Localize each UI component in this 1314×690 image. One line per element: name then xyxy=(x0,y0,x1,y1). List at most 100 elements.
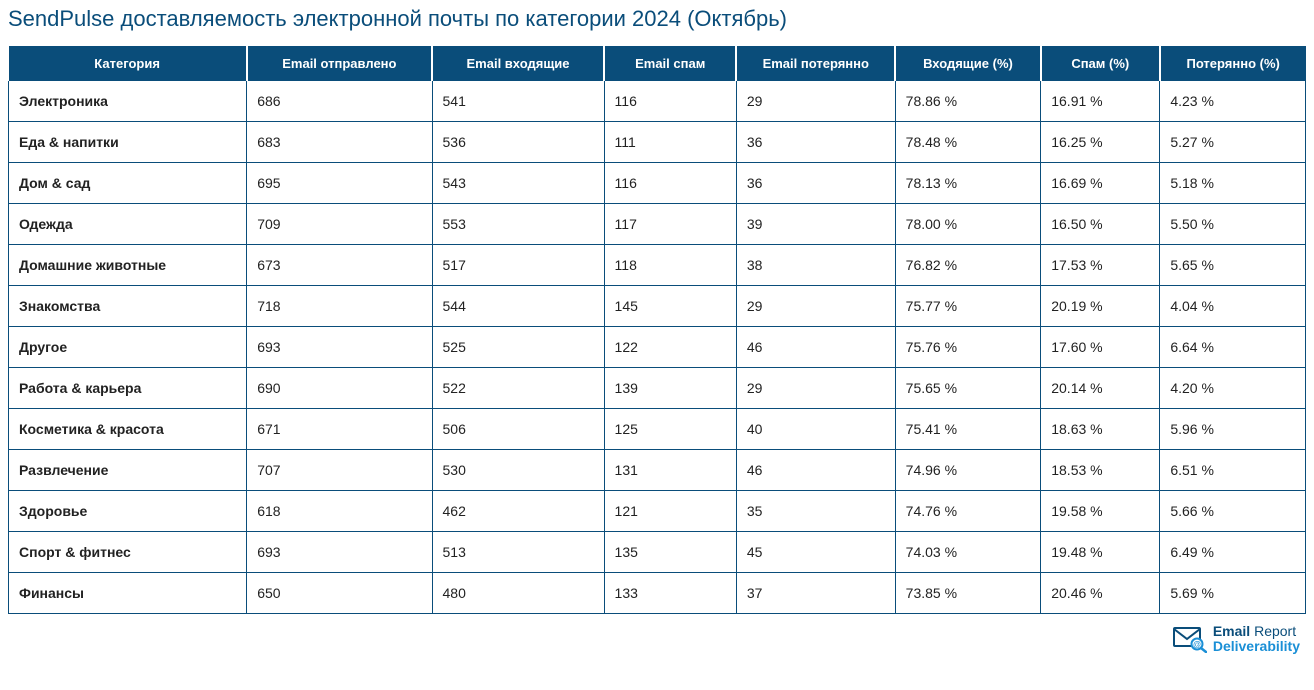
value-cell: 525 xyxy=(432,327,604,368)
logo-line1-bold: Email xyxy=(1213,623,1250,639)
value-cell: 544 xyxy=(432,286,604,327)
value-cell: 75.77 % xyxy=(895,286,1041,327)
value-cell: 73.85 % xyxy=(895,573,1041,614)
value-cell: 74.96 % xyxy=(895,450,1041,491)
table-row: Другое6935251224675.76 %17.60 %6.64 % xyxy=(9,327,1306,368)
value-cell: 116 xyxy=(604,81,736,122)
column-header: Email потерянно xyxy=(736,46,895,81)
column-header: Email отправлено xyxy=(247,46,432,81)
category-cell: Финансы xyxy=(9,573,247,614)
category-cell: Домашние животные xyxy=(9,245,247,286)
value-cell: 20.19 % xyxy=(1041,286,1160,327)
value-cell: 39 xyxy=(736,204,895,245)
column-header: Категория xyxy=(9,46,247,81)
value-cell: 4.20 % xyxy=(1160,368,1306,409)
table-row: Еда & напитки6835361113678.48 %16.25 %5.… xyxy=(9,122,1306,163)
value-cell: 17.53 % xyxy=(1041,245,1160,286)
value-cell: 74.03 % xyxy=(895,532,1041,573)
value-cell: 17.60 % xyxy=(1041,327,1160,368)
value-cell: 718 xyxy=(247,286,432,327)
value-cell: 693 xyxy=(247,532,432,573)
value-cell: 522 xyxy=(432,368,604,409)
value-cell: 543 xyxy=(432,163,604,204)
category-cell: Другое xyxy=(9,327,247,368)
table-row: Знакомства7185441452975.77 %20.19 %4.04 … xyxy=(9,286,1306,327)
value-cell: 20.46 % xyxy=(1041,573,1160,614)
value-cell: 16.91 % xyxy=(1041,81,1160,122)
value-cell: 517 xyxy=(432,245,604,286)
value-cell: 18.53 % xyxy=(1041,450,1160,491)
value-cell: 75.41 % xyxy=(895,409,1041,450)
value-cell: 693 xyxy=(247,327,432,368)
value-cell: 5.27 % xyxy=(1160,122,1306,163)
value-cell: 135 xyxy=(604,532,736,573)
value-cell: 462 xyxy=(432,491,604,532)
value-cell: 133 xyxy=(604,573,736,614)
value-cell: 122 xyxy=(604,327,736,368)
value-cell: 6.51 % xyxy=(1160,450,1306,491)
value-cell: 5.50 % xyxy=(1160,204,1306,245)
column-header: Входящие (%) xyxy=(895,46,1041,81)
value-cell: 4.23 % xyxy=(1160,81,1306,122)
value-cell: 45 xyxy=(736,532,895,573)
value-cell: 5.66 % xyxy=(1160,491,1306,532)
deliverability-table: КатегорияEmail отправленоEmail входящиеE… xyxy=(8,46,1306,614)
value-cell: 29 xyxy=(736,368,895,409)
value-cell: 5.96 % xyxy=(1160,409,1306,450)
table-row: Спорт & фитнес6935131354574.03 %19.48 %6… xyxy=(9,532,1306,573)
value-cell: 121 xyxy=(604,491,736,532)
table-body: Электроника6865411162978.86 %16.91 %4.23… xyxy=(9,81,1306,614)
table-row: Одежда7095531173978.00 %16.50 %5.50 % xyxy=(9,204,1306,245)
column-header: Email спам xyxy=(604,46,736,81)
page-title: SendPulse доставляемость электронной поч… xyxy=(8,0,1306,46)
value-cell: 36 xyxy=(736,163,895,204)
table-row: Косметика & красота6715061254075.41 %18.… xyxy=(9,409,1306,450)
category-cell: Еда & напитки xyxy=(9,122,247,163)
value-cell: 19.58 % xyxy=(1041,491,1160,532)
category-cell: Работа & карьера xyxy=(9,368,247,409)
value-cell: 38 xyxy=(736,245,895,286)
value-cell: 117 xyxy=(604,204,736,245)
value-cell: 35 xyxy=(736,491,895,532)
value-cell: 76.82 % xyxy=(895,245,1041,286)
category-cell: Спорт & фитнес xyxy=(9,532,247,573)
value-cell: 20.14 % xyxy=(1041,368,1160,409)
value-cell: 506 xyxy=(432,409,604,450)
value-cell: 111 xyxy=(604,122,736,163)
value-cell: 29 xyxy=(736,286,895,327)
brand-text: Email Report Deliverability xyxy=(1213,624,1300,653)
logo-line2: Deliverability xyxy=(1213,639,1300,654)
column-header: Спам (%) xyxy=(1041,46,1160,81)
value-cell: 131 xyxy=(604,450,736,491)
value-cell: 618 xyxy=(247,491,432,532)
value-cell: 530 xyxy=(432,450,604,491)
category-cell: Дом & сад xyxy=(9,163,247,204)
value-cell: 116 xyxy=(604,163,736,204)
category-cell: Знакомства xyxy=(9,286,247,327)
category-cell: Косметика & красота xyxy=(9,409,247,450)
value-cell: 5.69 % xyxy=(1160,573,1306,614)
value-cell: 6.64 % xyxy=(1160,327,1306,368)
value-cell: 695 xyxy=(247,163,432,204)
value-cell: 74.76 % xyxy=(895,491,1041,532)
value-cell: 19.48 % xyxy=(1041,532,1160,573)
table-row: Развлечение7075301314674.96 %18.53 %6.51… xyxy=(9,450,1306,491)
value-cell: 16.25 % xyxy=(1041,122,1160,163)
value-cell: 541 xyxy=(432,81,604,122)
value-cell: 673 xyxy=(247,245,432,286)
envelope-magnifier-icon: @ xyxy=(1173,625,1207,653)
brand-logo: @ Email Report Deliverability xyxy=(8,614,1306,653)
value-cell: 6.49 % xyxy=(1160,532,1306,573)
value-cell: 125 xyxy=(604,409,736,450)
table-row: Работа & карьера6905221392975.65 %20.14 … xyxy=(9,368,1306,409)
category-cell: Развлечение xyxy=(9,450,247,491)
value-cell: 37 xyxy=(736,573,895,614)
value-cell: 36 xyxy=(736,122,895,163)
value-cell: 18.63 % xyxy=(1041,409,1160,450)
table-row: Здоровье6184621213574.76 %19.58 %5.66 % xyxy=(9,491,1306,532)
svg-text:@: @ xyxy=(1193,640,1201,649)
value-cell: 536 xyxy=(432,122,604,163)
table-row: Домашние животные6735171183876.82 %17.53… xyxy=(9,245,1306,286)
table-row: Электроника6865411162978.86 %16.91 %4.23… xyxy=(9,81,1306,122)
value-cell: 553 xyxy=(432,204,604,245)
